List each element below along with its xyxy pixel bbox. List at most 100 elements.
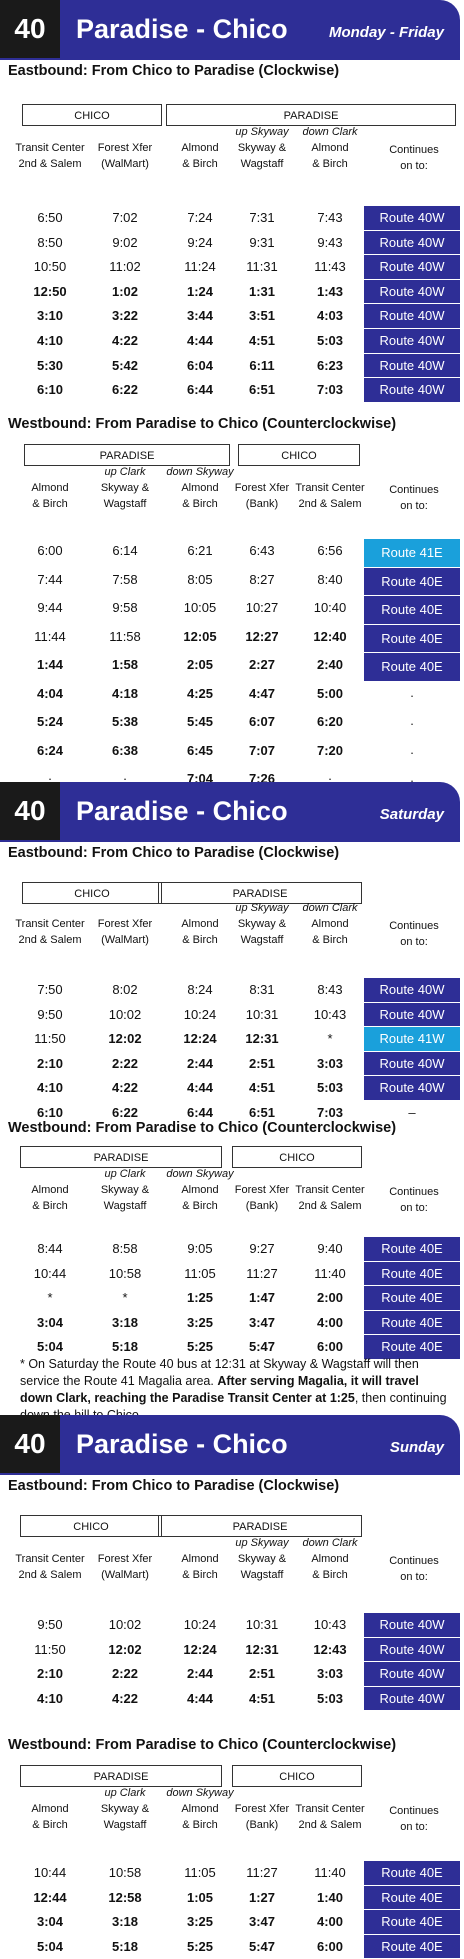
stop-group-paradise: PARADISE [158,1515,362,1537]
departure-time: 3:04 [36,1914,64,1930]
stop-header-sub: & Birch [182,1819,218,1831]
departure-time: 5:03 [316,333,344,348]
departure-time: 6:56 [317,543,343,558]
departure-time: 9:50 [37,1006,63,1022]
departure-time: 11:02 [109,259,141,275]
departure-time: 6:00 [316,1938,344,1954]
departure-time: 8:05 [187,571,213,587]
route-name: Paradise - Chico [76,14,288,44]
departure-time: 6:04 [186,357,214,373]
connecting-route-badge: · [364,710,460,734]
stop-direction-note: down Clark [302,126,358,138]
route-number: 40 [0,1415,60,1473]
banner-bar: Paradise - Chico Saturday [60,782,460,840]
stop-header-sub: Wagstaff [240,934,284,946]
departure-time: 12:27 [245,628,279,644]
departure-time: 7:20 [316,742,344,758]
departure-time: 10:58 [108,1265,142,1281]
departure-time: 10:40 [313,600,347,615]
continues-header: Continues [389,144,439,156]
stop-header: Transit Center [295,482,365,494]
stop-header-sub: & Birch [182,1569,218,1581]
direction-title: Eastbound: From Chico to Paradise (Clock… [8,63,340,79]
departure-time: 12:40 [313,628,347,644]
stop-header-sub: & Birch [312,158,348,170]
stop-header: Transit Center [15,918,85,930]
stop-header: Skyway & [237,142,287,154]
route-banner-saturday: 40 Paradise - Chico Saturday [0,782,460,842]
stop-header-sub: & Birch [182,498,218,510]
connecting-route-badge: Route 40W [364,1002,460,1028]
departure-time: 1:44 [36,657,64,672]
connecting-route-badge: Route 40W [364,279,460,305]
stop-header: Skyway & [237,918,287,930]
departure-time: 8:31 [249,982,275,997]
stop-header: Almond [311,918,349,930]
departure-time: 4:00 [316,1314,344,1330]
stop-header-sub: 2nd & Salem [298,1819,362,1831]
departure-time: 6:11 [249,357,275,373]
departure-time: 10:02 [108,1617,142,1632]
departure-time: 1:58 [111,657,139,672]
departure-time: 8:27 [249,571,275,587]
connecting-route-badge: Route 40E [364,1310,460,1336]
departure-time: 12:50 [33,283,67,299]
departure-time: 6:51 [248,1105,276,1120]
continues-header: Continues [389,1805,439,1817]
stop-group-chico: CHICO [22,882,162,904]
stop-group-chico: CHICO [232,1146,362,1168]
stop-header-sub: & Birch [32,1200,68,1212]
departure-time: 6:20 [316,714,344,729]
departure-time: 2:44 [186,1055,214,1071]
departure-time: 4:47 [248,685,276,701]
continues-header-sub: on to: [400,1202,428,1214]
departure-time: 12:44 [33,1889,67,1905]
service-days: Sunday [389,1439,444,1456]
departure-time: 5:45 [186,714,214,729]
connecting-route-badge: Route 40W [364,329,460,354]
departure-time: 10:05 [183,600,217,615]
departure-time: 2:10 [36,1666,64,1682]
departure-time: 10:50 [33,259,67,275]
route-number: 40 [0,782,60,840]
departure-time: 3:18 [111,1914,139,1930]
stop-header-sub: (Bank) [245,1819,279,1831]
departure-time: 12:02 [108,1641,142,1657]
connecting-route-badge: Route 40W [364,1662,460,1687]
route-name: Paradise - Chico [76,1429,288,1459]
stop-header-sub: & Birch [182,158,218,170]
stop-group-chico: CHICO [20,1515,162,1537]
departure-time: 11:43 [314,259,346,275]
departure-time: 10:24 [183,1006,217,1022]
departure-time: 1:43 [316,283,344,299]
departure-time: 9:40 [317,1241,343,1256]
departure-time: 6:10 [36,1105,64,1120]
departure-time: 6:43 [249,543,275,558]
departure-time: 6:00 [37,543,63,558]
stop-header-sub: & Birch [32,1819,68,1831]
stop-direction-note: up Skyway [235,126,289,138]
departure-time: 10:43 [313,1617,347,1632]
departure-time: 3:10 [36,308,64,324]
stop-header: Skyway & [100,482,150,494]
departure-time: 12:24 [183,1641,217,1657]
stop-direction-note: up Skyway [235,902,289,914]
departure-time: 5:47 [248,1339,276,1355]
stop-direction-note: down Skyway [166,466,234,478]
stop-header-sub: & Birch [182,1200,218,1212]
connecting-route-badge: Route 40E [364,567,460,596]
stop-header-sub: (WalMart) [101,934,149,946]
departure-time: 12:31 [245,1641,279,1657]
departure-time: 12:31 [245,1031,279,1047]
departure-time: 9:43 [317,234,343,250]
direction-title: Eastbound: From Chico to Paradise (Clock… [8,845,340,861]
departure-time: * [327,1031,333,1047]
departure-time: 11:40 [314,1865,346,1880]
connecting-route-badge: Route 40W [364,1076,460,1101]
departure-time: · [47,771,53,786]
stop-header-sub: (WalMart) [101,158,149,170]
stop-header-sub: (WalMart) [101,1569,149,1581]
departure-time: 12:58 [108,1889,142,1905]
continues-header-sub: on to: [400,936,428,948]
stop-header: Almond [31,482,69,494]
